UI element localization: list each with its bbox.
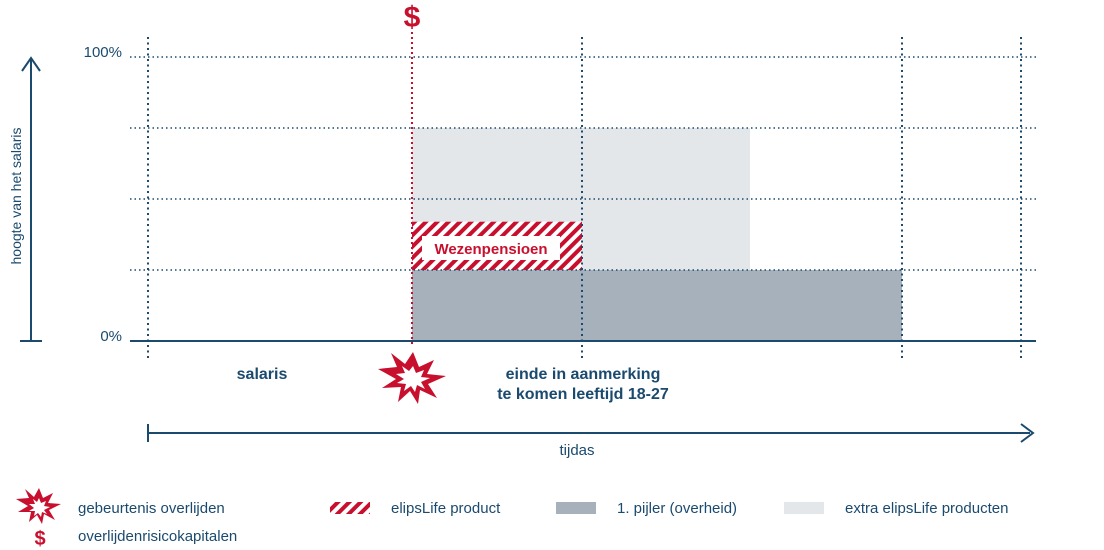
legend-death-event-label: gebeurtenis overlijden (78, 500, 225, 517)
legend-dollar-icon: $ (34, 528, 45, 550)
phase-label-einde-1: einde in aanmerking (506, 366, 661, 383)
explosion-icon-inner (396, 366, 430, 392)
vertical-gridlines (147, 37, 1022, 360)
y-axis-label: hoogte van het salaris (8, 128, 24, 265)
x-axis-label: tijdas (559, 442, 594, 459)
legend-elipslife-label: elipsLife product (391, 500, 501, 517)
phase-label-einde-2: te komen leeftijd 18-27 (497, 386, 669, 403)
first-pillar-block (412, 270, 902, 341)
legend-elipslife-swatch (330, 502, 370, 514)
wezenpensioen-label-bg (422, 236, 560, 260)
x-axis-arrowhead (1020, 423, 1035, 443)
y-axis-arrowhead (21, 56, 41, 72)
y-tick-0: 0% (100, 328, 122, 345)
dollar-icon: $ (404, 1, 421, 34)
wezenpensioen-label: Wezenpensioen (434, 241, 547, 258)
legend-death-capital-label: overlijdenrisicokapitalen (78, 528, 237, 545)
legend: gebeurtenis overlijden $ overlijdenrisic… (16, 488, 1008, 550)
legend-extra-swatch (784, 502, 824, 514)
legend-explosion-icon-inner (29, 498, 50, 517)
phase-label-salaris: salaris (237, 366, 288, 383)
legend-extra-label: extra elipsLife producten (845, 500, 1008, 517)
y-tick-100: 100% (84, 44, 122, 61)
legend-first-pillar-label: 1. pijler (overheid) (617, 500, 737, 517)
legend-first-pillar-swatch (556, 502, 596, 514)
